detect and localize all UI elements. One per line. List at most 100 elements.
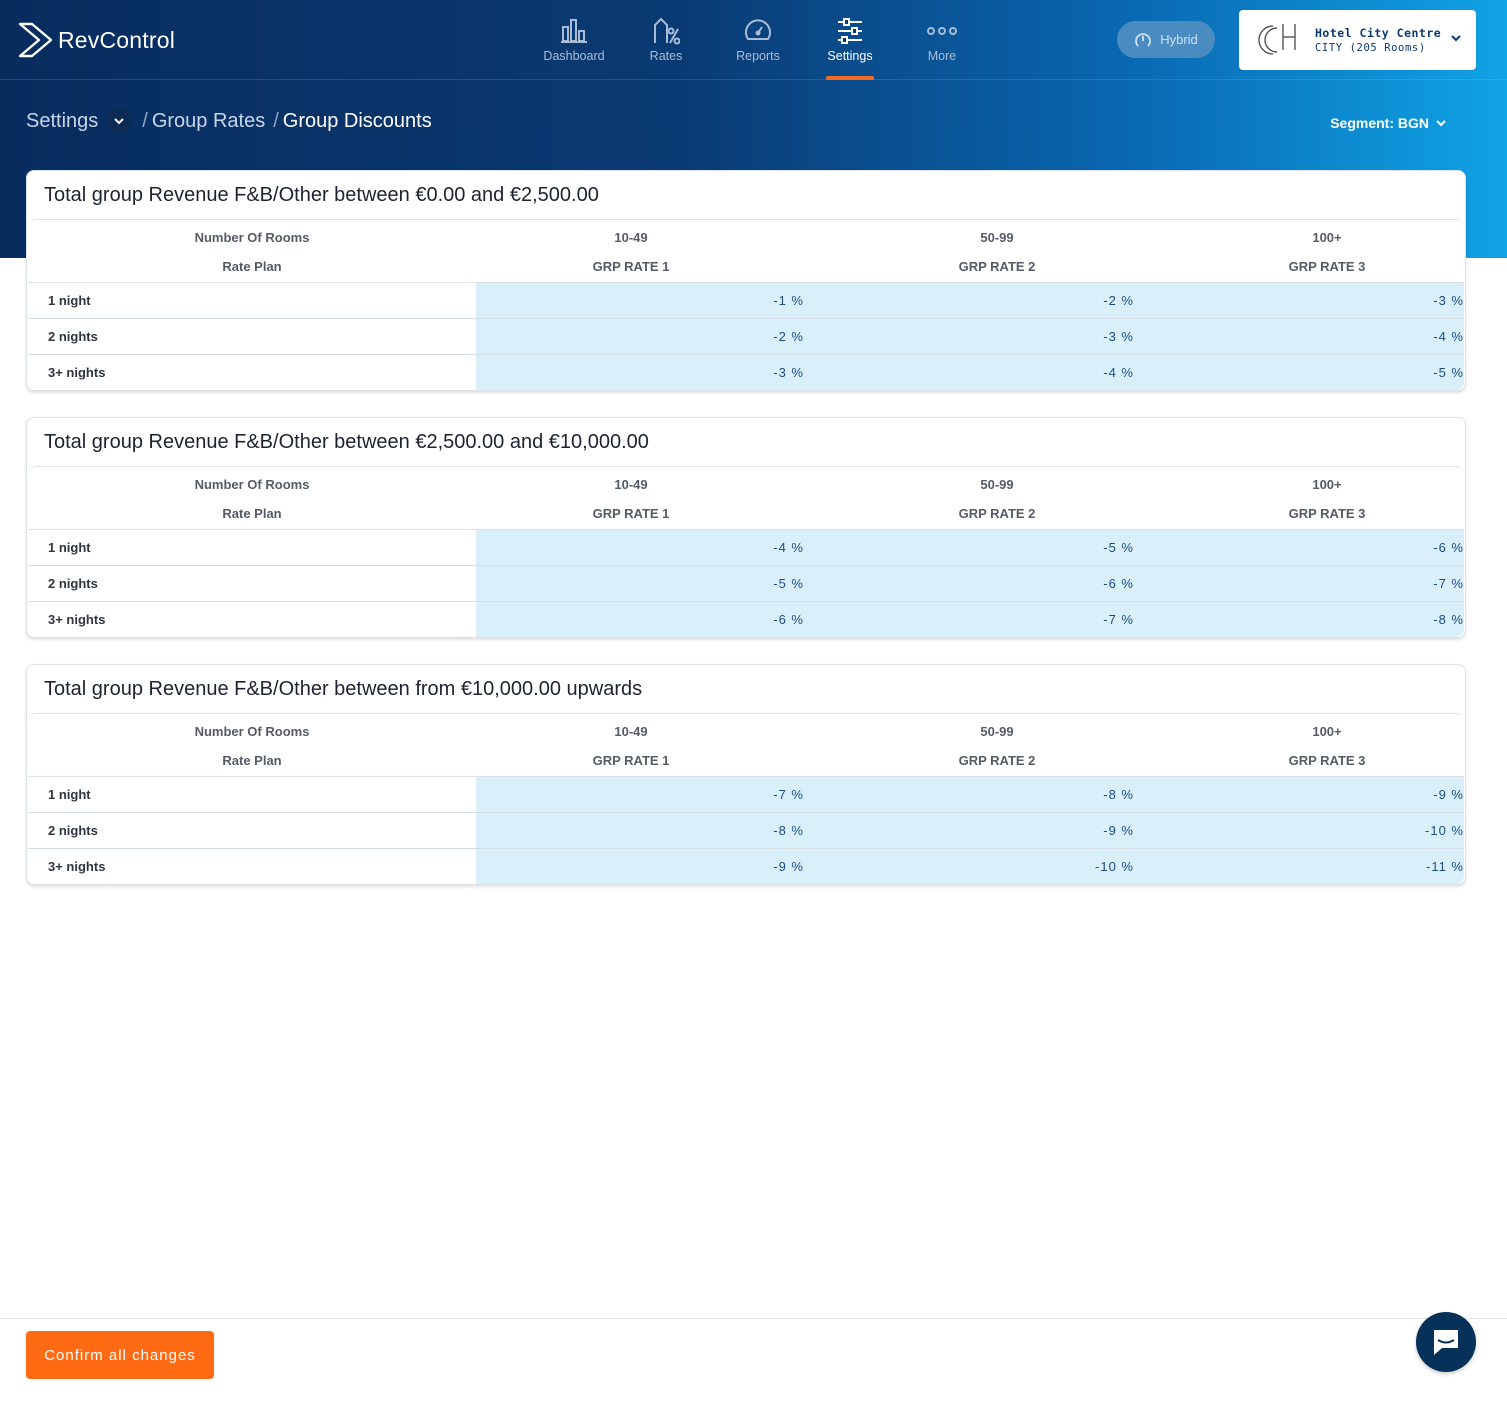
revcontrol-logo-icon: [18, 22, 53, 58]
nav-label: Rates: [649, 49, 683, 63]
column-header: GRP RATE 1: [476, 251, 806, 283]
discount-cell[interactable]: -3 %: [476, 354, 806, 390]
breadcrumb-separator: /: [273, 109, 279, 132]
chat-button[interactable]: [1416, 1312, 1476, 1372]
column-header: 100+: [1312, 724, 1342, 739]
column-header: 50-99: [980, 230, 1014, 245]
column-header: Rate Plan: [28, 498, 476, 530]
hotel-name: Hotel City Centre: [1315, 26, 1442, 40]
settings-sliders-icon: [836, 16, 864, 46]
column-header: 100+: [1312, 477, 1342, 492]
column-header: GRP RATE 1: [476, 498, 806, 530]
table-row: 1 night -1 % -2 % -3 %: [28, 282, 1464, 319]
discount-cell[interactable]: -8 %: [476, 812, 806, 849]
discount-cell[interactable]: -4 %: [476, 529, 806, 566]
discount-cell[interactable]: -2 %: [806, 282, 1136, 319]
discount-cell[interactable]: -9 %: [1136, 776, 1464, 813]
hotel-logo-icon: [1258, 24, 1296, 55]
nav-reports[interactable]: Reports: [712, 0, 804, 80]
hybrid-mode-toggle[interactable]: Hybrid: [1117, 21, 1215, 58]
table-header-row: Number Of Rooms 10-49 50-99 100+: [28, 467, 1464, 498]
nav-settings[interactable]: Settings: [804, 0, 896, 80]
discount-cell[interactable]: -7 %: [806, 601, 1136, 637]
app-name: RevControl: [58, 26, 176, 53]
column-header: Number Of Rooms: [194, 724, 310, 739]
table-row: 2 nights -5 % -6 % -7 %: [28, 565, 1464, 602]
nav-more[interactable]: More: [896, 0, 988, 80]
table-row: 1 night -7 % -8 % -9 %: [28, 776, 1464, 813]
discount-cell[interactable]: -6 %: [476, 601, 806, 637]
dashboard-icon: [560, 16, 588, 46]
breadcrumb-separator: /: [142, 109, 148, 132]
column-header: GRP RATE 2: [806, 251, 1136, 283]
discount-table: Number Of Rooms 10-49 50-99 100+ Rate Pl…: [28, 714, 1464, 884]
discount-cell[interactable]: -1 %: [476, 282, 806, 319]
nav-rates[interactable]: Rates: [620, 0, 712, 80]
segment-label: Segment: BGN: [1330, 115, 1429, 131]
discount-table: Number Of Rooms 10-49 50-99 100+ Rate Pl…: [28, 220, 1464, 390]
discount-cell[interactable]: -11 %: [1136, 848, 1464, 884]
column-header: 10-49: [614, 724, 648, 739]
nav-label: Dashboard: [543, 49, 605, 63]
table-row: 2 nights -8 % -9 % -10 %: [28, 812, 1464, 849]
table-row: 3+ nights -6 % -7 % -8 %: [28, 601, 1464, 637]
row-label: 3+ nights: [48, 611, 106, 627]
column-header: 50-99: [980, 477, 1014, 492]
row-label: 1 night: [28, 529, 476, 566]
column-header: 10-49: [614, 230, 648, 245]
table-row: 1 night -4 % -5 % -6 %: [28, 529, 1464, 566]
nav-dashboard[interactable]: Dashboard: [528, 0, 620, 80]
row-label: 2 nights: [28, 565, 476, 602]
discount-cell[interactable]: -5 %: [476, 565, 806, 602]
table-row: 3+ nights -3 % -4 % -5 %: [28, 354, 1464, 390]
discount-cell[interactable]: -5 %: [1136, 354, 1464, 390]
table-row: 2 nights -2 % -3 % -4 %: [28, 318, 1464, 355]
discount-cell[interactable]: -3 %: [806, 318, 1136, 355]
discount-cell[interactable]: -7 %: [476, 776, 806, 813]
discount-section: Total group Revenue F&B/Other between fr…: [26, 664, 1466, 885]
discount-cell[interactable]: -4 %: [1136, 318, 1464, 355]
footer-bar: Confirm all changes: [0, 1318, 1507, 1402]
column-header: GRP RATE 3: [1136, 745, 1464, 777]
more-dots-icon: [927, 16, 957, 46]
reports-icon: [744, 16, 772, 46]
row-label: 3+ nights: [48, 858, 106, 874]
row-label: 1 night: [28, 776, 476, 813]
breadcrumb-settings[interactable]: Settings: [26, 109, 99, 132]
discount-cell[interactable]: -6 %: [1136, 529, 1464, 566]
breadcrumb-group-rates[interactable]: Group Rates: [151, 109, 266, 132]
table-row: 3+ nights -9 % -10 % -11 %: [28, 848, 1464, 884]
discount-cell[interactable]: -7 %: [1136, 565, 1464, 602]
discount-cell[interactable]: -9 %: [476, 848, 806, 884]
column-header: Rate Plan: [28, 745, 476, 777]
column-header: GRP RATE 3: [1136, 251, 1464, 283]
discount-cell[interactable]: -5 %: [806, 529, 1136, 566]
discount-cell[interactable]: -10 %: [806, 848, 1136, 884]
discount-cell[interactable]: -10 %: [1136, 812, 1464, 849]
app-logo[interactable]: RevControl: [18, 22, 175, 58]
discount-cell[interactable]: -8 %: [1136, 601, 1464, 637]
hotel-selector[interactable]: Hotel City Centre CITY (205 Rooms): [1239, 10, 1476, 70]
confirm-all-changes-button[interactable]: Confirm all changes: [26, 1331, 214, 1379]
discount-cell[interactable]: -6 %: [806, 565, 1136, 602]
chevron-down-icon: [1436, 120, 1446, 127]
column-header: 50-99: [980, 724, 1014, 739]
segment-selector[interactable]: Segment: BGN: [1330, 115, 1447, 131]
discount-cell[interactable]: -3 %: [1136, 282, 1464, 319]
table-header-row: Rate Plan GRP RATE 1 GRP RATE 2 GRP RATE…: [28, 251, 1464, 283]
discount-cell[interactable]: -9 %: [806, 812, 1136, 849]
column-header: Number Of Rooms: [194, 477, 310, 492]
table-header-row: Number Of Rooms 10-49 50-99 100+: [28, 220, 1464, 251]
discount-cell[interactable]: -2 %: [476, 318, 806, 355]
discount-cell[interactable]: -8 %: [806, 776, 1136, 813]
breadcrumb-dropdown[interactable]: [106, 108, 133, 134]
column-header: 100+: [1312, 230, 1342, 245]
column-header: Rate Plan: [28, 251, 476, 283]
nav-label: Settings: [827, 49, 873, 63]
top-navigation-bar: RevControl Dashboard Rates Reports Setti…: [0, 0, 1507, 80]
chat-bubble-icon: [1434, 1330, 1458, 1355]
chevron-down-icon: [114, 118, 124, 125]
gauge-icon: [1135, 32, 1152, 47]
discount-cell[interactable]: -4 %: [806, 354, 1136, 390]
hotel-subtitle: CITY (205 Rooms): [1315, 42, 1426, 54]
